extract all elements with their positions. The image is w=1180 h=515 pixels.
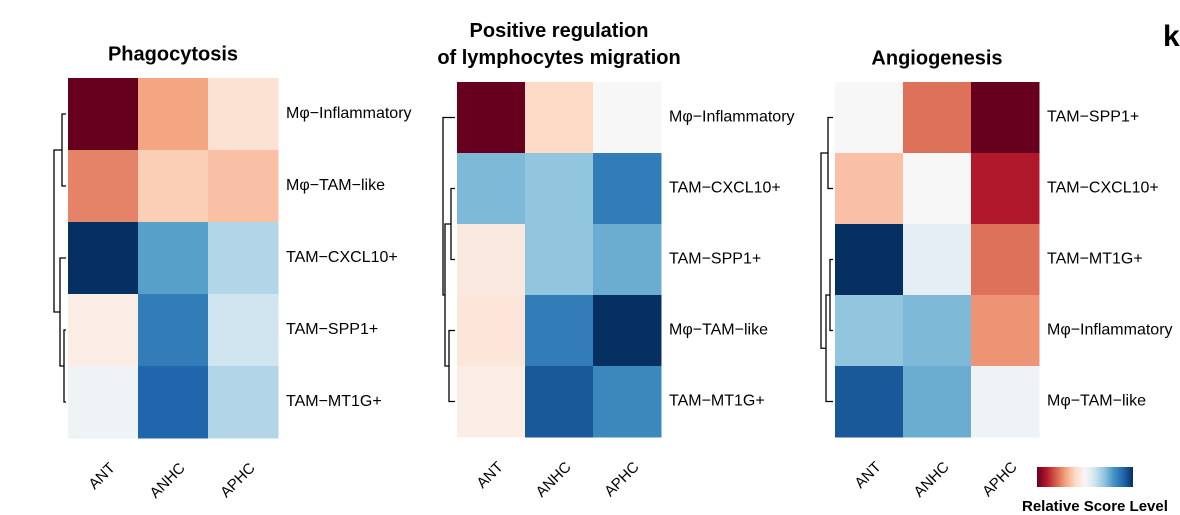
row-label: Mφ−TAM−like [286,177,385,194]
heat-cell [593,366,662,438]
heat-cell [457,153,526,225]
column-label: ANT [473,459,506,492]
row-label: TAM−MT1G+ [286,393,382,410]
column-label: ANHC [533,459,575,501]
heat-cell [208,150,279,223]
dendrogram [53,149,62,313]
heat-cell [525,153,594,225]
heat-cell [138,366,209,439]
column-label: APHC [979,459,1021,501]
row-label: TAM−SPP1+ [669,251,761,268]
heat-cell [457,82,526,154]
column-label: ANT [851,459,884,492]
heat-cell [68,222,139,295]
row-label: TAM−CXCL10+ [286,249,398,266]
heat-cell [593,224,662,296]
heat-cell [525,295,594,367]
row-label: Mφ−TAM−like [1047,393,1146,410]
heat-cell [835,295,904,367]
heat-cell [525,366,594,438]
colorbar [1037,467,1133,487]
dendrogram [442,116,455,296]
column-label: ANHC [147,460,189,502]
heat-cell [68,294,139,367]
dendrogram [59,257,66,367]
heat-cell [138,222,209,295]
heat-cell [971,295,1040,367]
heat-cell [835,224,904,296]
heat-cell [593,82,662,154]
heat-cell [903,366,972,438]
dendrogram [827,116,833,190]
panel-label: k [1163,20,1180,53]
row-label: TAM−SPP1+ [1047,109,1139,126]
row-label: TAM−SPP1+ [286,321,378,338]
heat-cell [903,82,972,154]
column-label: ANHC [911,459,953,501]
heat-cell [138,150,209,223]
row-label: Mφ−Inflammatory [286,105,412,122]
dendrogram [448,329,455,403]
heat-cell [68,366,139,439]
heat-cell [208,78,279,151]
heat-cell [208,294,279,367]
column-label: ANT [85,460,118,493]
heat-cell [68,150,139,223]
heat-cell [525,82,594,154]
dendrogram [61,113,66,187]
chart-title: Angiogenesis [871,47,1002,69]
colorbar-title: Relative Score Level [1022,498,1168,515]
heat-cell [68,78,139,151]
heat-cell [835,153,904,225]
heat-cell [903,153,972,225]
dendrogram [63,329,66,403]
heat-cell [971,224,1040,296]
dendrogram [444,223,451,367]
dendrogram [829,258,833,332]
heat-cell [138,78,209,151]
heat-cell [835,82,904,154]
row-label: TAM−MT1G+ [1047,251,1143,268]
heat-cell [971,82,1040,154]
row-label: Mφ−TAM−like [669,322,768,339]
row-label: Mφ−Inflammatory [669,109,795,126]
chart-title: Positive regulation of lymphocytes migrat… [437,20,680,69]
row-label: TAM−MT1G+ [669,393,765,410]
heat-cell [903,224,972,296]
dendrogram [450,187,455,261]
heat-cell [208,222,279,295]
heat-cell [593,153,662,225]
column-label: APHC [601,459,643,501]
heat-cell [457,366,526,438]
heat-cell [835,366,904,438]
heat-cell [138,294,209,367]
dendrogram [820,152,828,349]
row-label: TAM−CXCL10+ [669,180,781,197]
heat-cell [903,295,972,367]
heat-cell [457,295,526,367]
heat-cell [971,153,1040,225]
heat-cell [593,295,662,367]
row-label: Mφ−Inflammatory [1047,322,1173,339]
heat-cell [208,366,279,439]
heat-cell [457,224,526,296]
heat-cell [971,366,1040,438]
column-label: APHC [217,460,259,502]
chart-title: Phagocytosis [108,43,238,65]
heat-cell [525,224,594,296]
row-label: TAM−CXCL10+ [1047,180,1159,197]
